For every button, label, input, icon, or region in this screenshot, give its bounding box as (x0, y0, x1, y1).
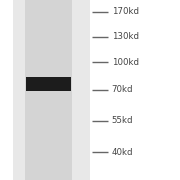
Bar (26, 77, 71, 91)
Text: 70kd: 70kd (112, 86, 133, 94)
Bar (13, 0, 90, 180)
Text: 55kd: 55kd (112, 116, 133, 125)
Bar (25, 0, 72, 180)
Text: 170kd: 170kd (112, 7, 139, 16)
Text: 40kd: 40kd (112, 148, 133, 157)
Text: 100kd: 100kd (112, 58, 139, 67)
Text: 130kd: 130kd (112, 32, 139, 41)
